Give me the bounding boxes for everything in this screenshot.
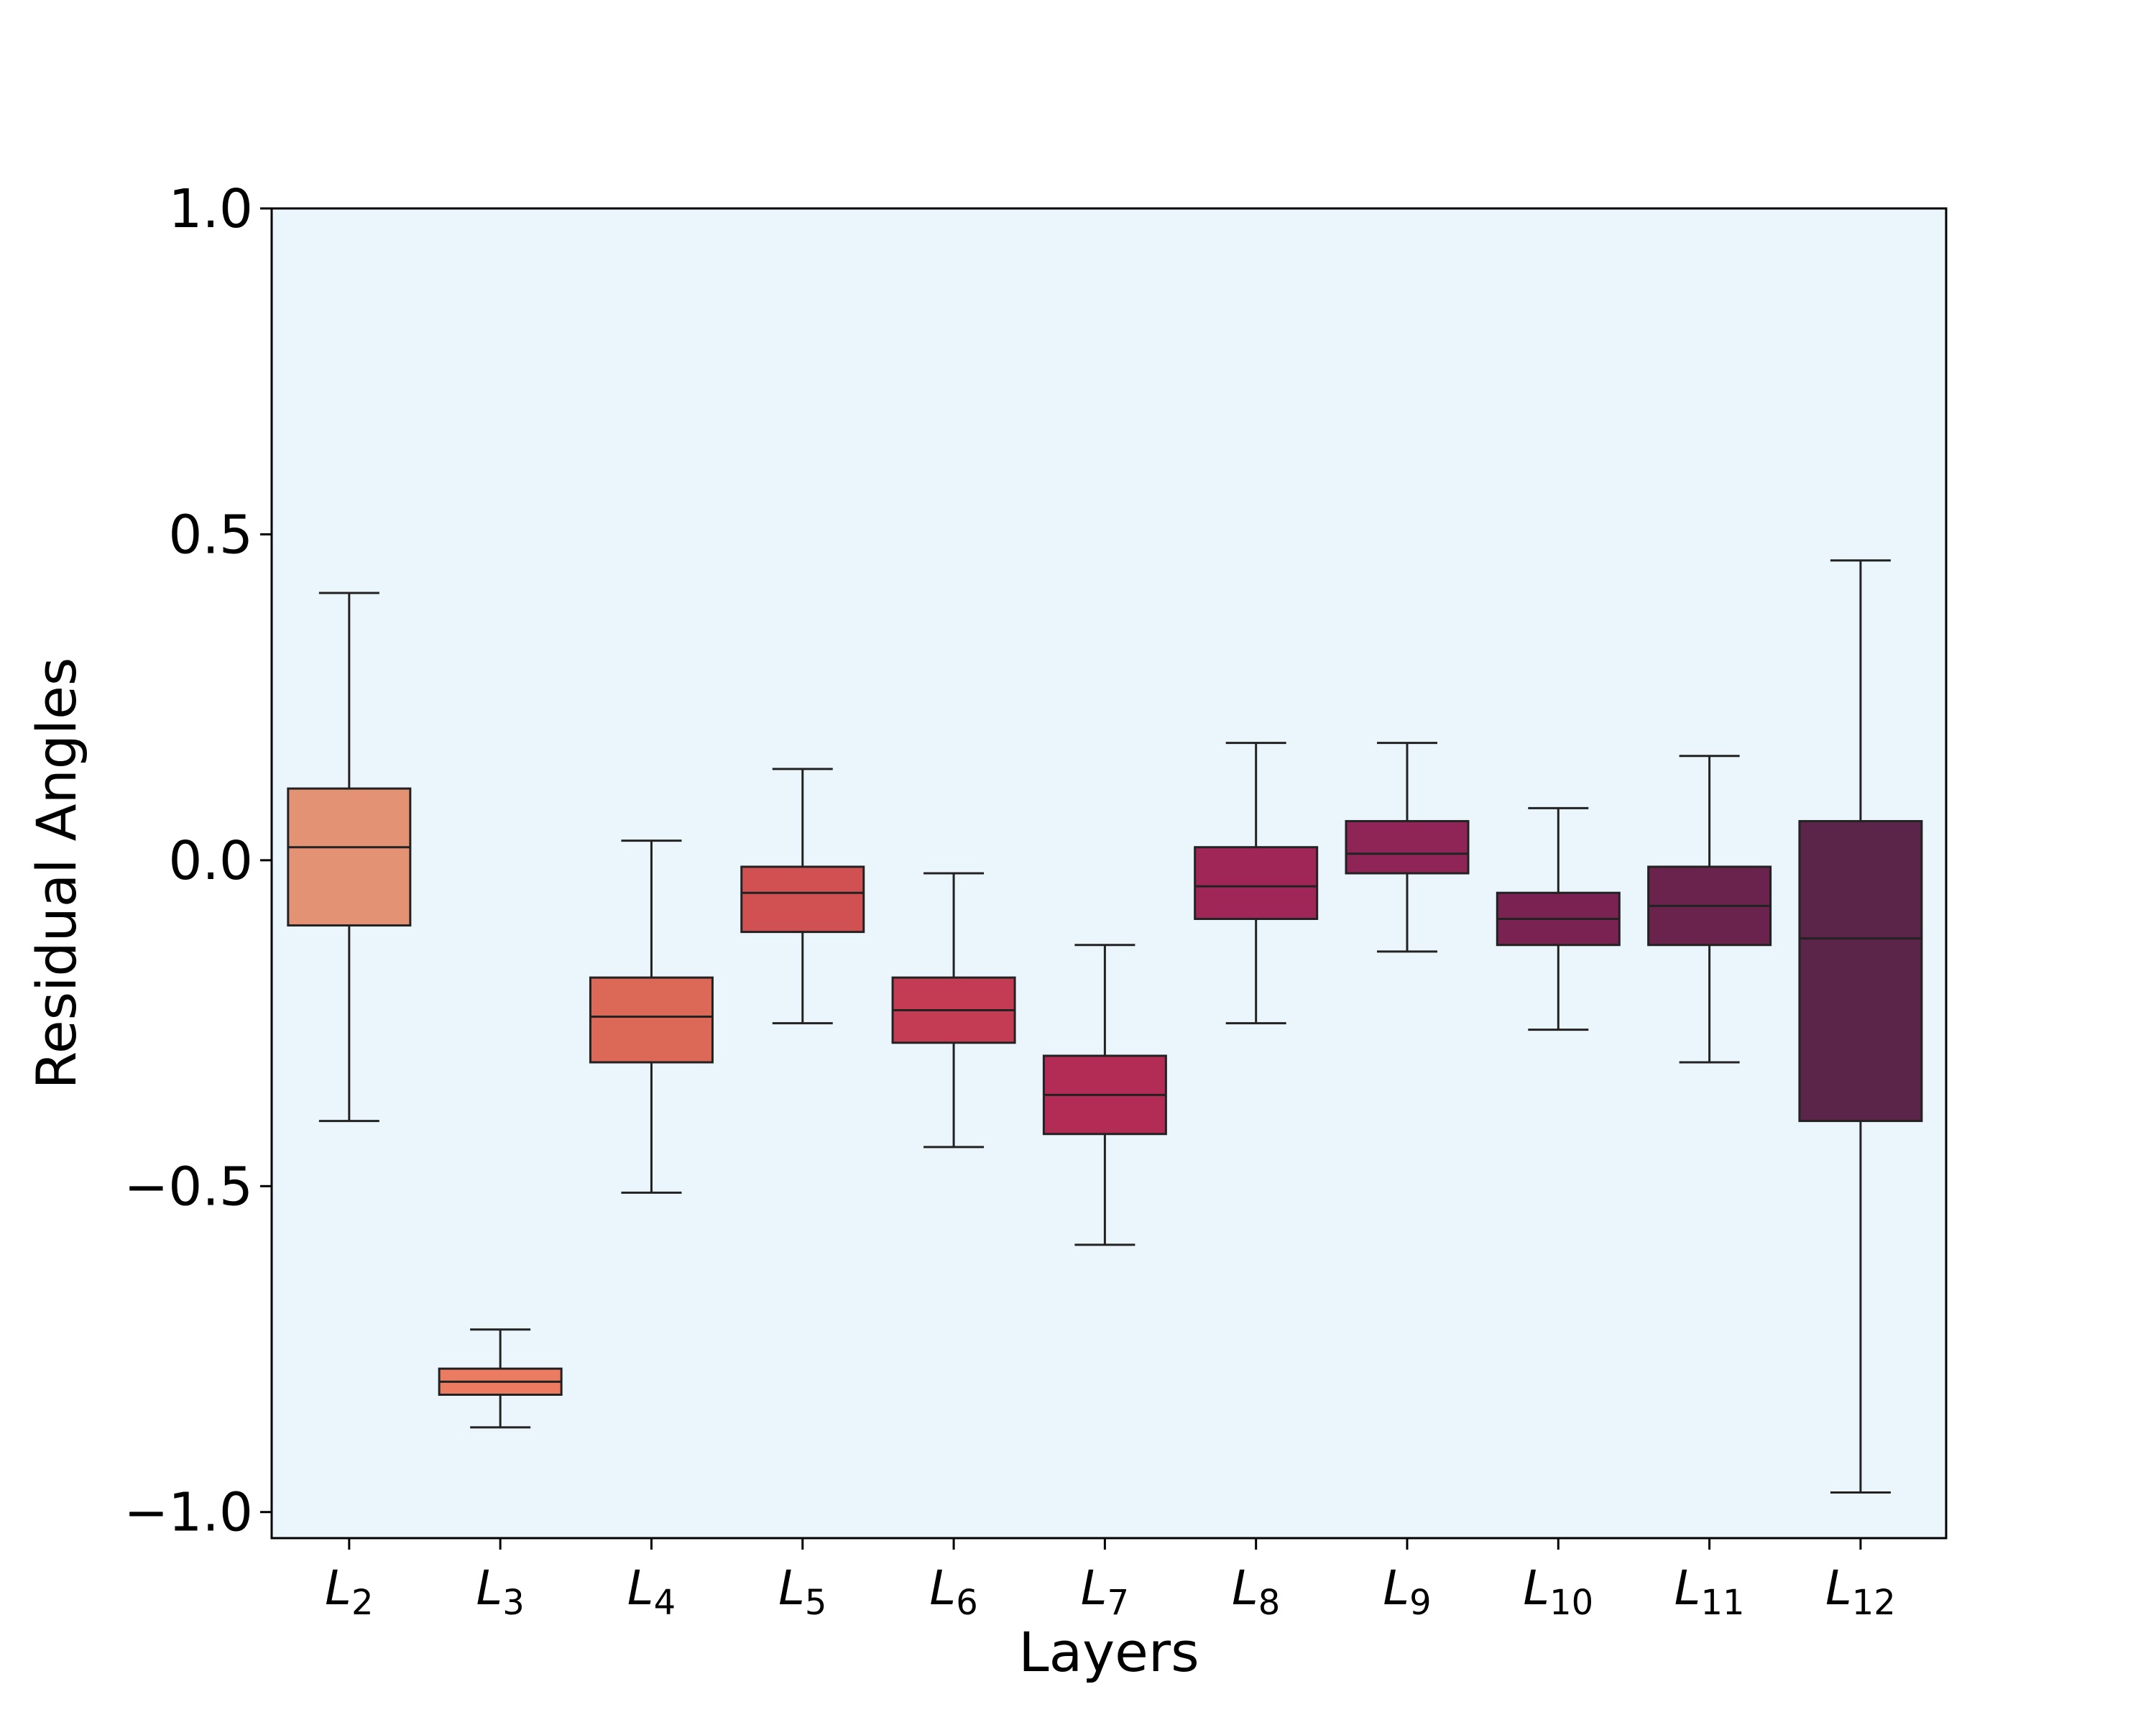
plot-frame bbox=[270, 207, 1948, 1540]
y-tick-label: 1.0 bbox=[168, 178, 253, 240]
box-L2 bbox=[287, 592, 412, 1123]
y-tick-label: −1.0 bbox=[124, 1482, 253, 1544]
box-L8 bbox=[1194, 742, 1319, 1025]
x-tick-label: L11 bbox=[1674, 1560, 1745, 1623]
x-tick-label: L12 bbox=[1825, 1560, 1896, 1623]
boxes-layer bbox=[287, 559, 1923, 1494]
y-tick-label: −0.5 bbox=[124, 1156, 253, 1218]
x-tick-label: L8 bbox=[1232, 1560, 1280, 1623]
box-body bbox=[1798, 819, 1923, 1123]
x-tick-label: L10 bbox=[1523, 1560, 1593, 1623]
x-axis-label: Layers bbox=[1018, 1620, 1199, 1684]
box-L9 bbox=[1345, 742, 1470, 953]
box-L5 bbox=[740, 768, 865, 1025]
box-body bbox=[287, 787, 412, 927]
x-tick-label: L2 bbox=[325, 1560, 373, 1623]
y-tick-label: 0.5 bbox=[168, 504, 253, 566]
x-tick-label: L6 bbox=[929, 1560, 977, 1623]
x-tick-label: L5 bbox=[778, 1560, 826, 1623]
box-L3 bbox=[438, 1328, 563, 1429]
box-L6 bbox=[891, 872, 1016, 1149]
box-L10 bbox=[1496, 806, 1621, 1031]
box-L11 bbox=[1647, 755, 1772, 1064]
x-axis: L2 L3 L4 L5 L6 L7 L8 L9 L10 L11 L12 bbox=[325, 1538, 1896, 1623]
x-tick-label: L3 bbox=[476, 1560, 524, 1623]
box-body bbox=[740, 865, 865, 934]
box-body bbox=[1194, 846, 1319, 920]
x-tick-label: L4 bbox=[627, 1560, 676, 1623]
box-body bbox=[589, 976, 714, 1064]
y-axis: 1.0 0.5 0.0 −0.5 −1.0 bbox=[124, 178, 272, 1544]
y-tick-label: 0.0 bbox=[168, 830, 253, 892]
box-body bbox=[1345, 819, 1470, 875]
x-tick-label: L9 bbox=[1383, 1560, 1431, 1623]
box-L4 bbox=[589, 840, 714, 1194]
box-L7 bbox=[1042, 944, 1167, 1246]
y-axis-label: Residual Angles bbox=[24, 658, 88, 1090]
box-L12 bbox=[1798, 559, 1923, 1494]
x-tick-label: L7 bbox=[1081, 1560, 1129, 1623]
